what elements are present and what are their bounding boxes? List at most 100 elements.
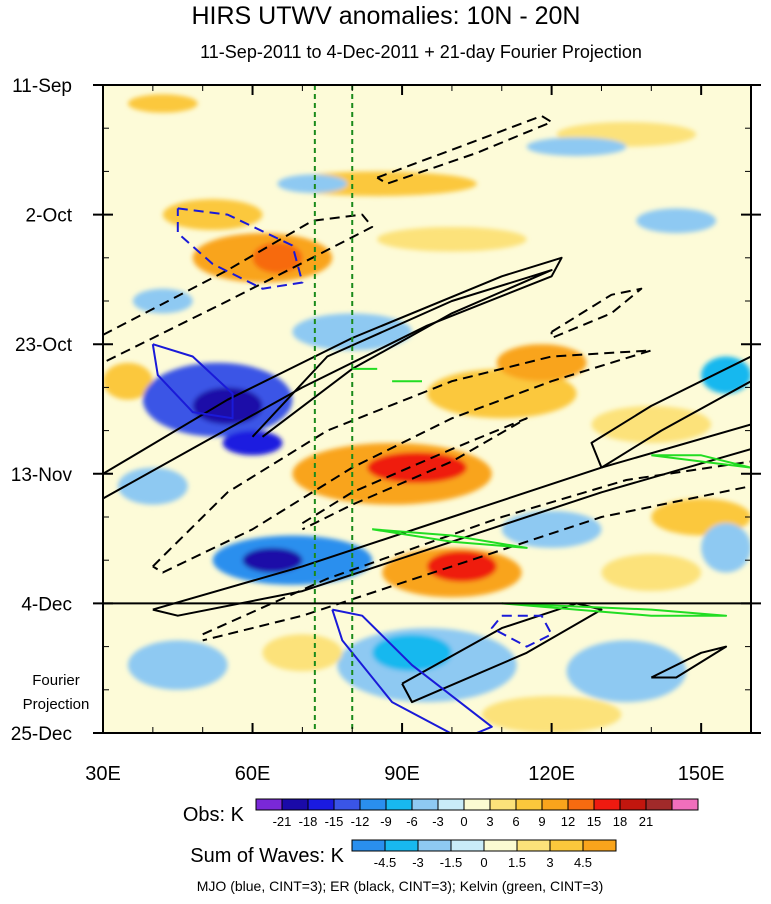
- obs-colorbar-swatch-1: [281, 798, 309, 811]
- obs-colorbar-swatch-7: [437, 798, 465, 811]
- chart-title: HIRS UTWV anomalies: 10N - 20N: [191, 2, 580, 30]
- obs-colorbar-level-5: -6: [406, 814, 418, 829]
- anomaly-blob-20: [701, 356, 751, 394]
- waves-colorbar-level-1: -3: [412, 855, 424, 870]
- obs-colorbar-level-6: -3: [432, 814, 444, 829]
- reference-lines: [313, 85, 354, 733]
- obs-colorbar-level-10: 9: [538, 814, 545, 829]
- waves-colorbar-swatch-4: [483, 839, 518, 852]
- obs-colorbar-swatch-2: [307, 798, 335, 811]
- chart-subtitle: 11-Sep-2011 to 4-Dec-2011 + 21-day Fouri…: [200, 42, 642, 62]
- anomaly-blob-27: [701, 523, 751, 573]
- anomaly-blob-7: [103, 362, 153, 400]
- obs-colorbar-level-9: 6: [512, 814, 519, 829]
- obs-colorbar-label: Obs: K: [183, 804, 245, 826]
- obs-colorbar-level-13: 18: [613, 814, 627, 829]
- waves-colorbar-swatch-6: [549, 839, 584, 852]
- obs-colorbar-swatch-4: [359, 798, 387, 811]
- anomaly-blob-17: [496, 344, 587, 382]
- obs-colorbar-level-12: 15: [587, 814, 601, 829]
- anomaly-blob-1: [252, 242, 303, 274]
- anomaly-blob-16: [427, 368, 577, 419]
- er-contour-9: [401, 602, 603, 704]
- obs-colorbar-level-2: -15: [325, 814, 344, 829]
- mjo-contour-14: [151, 343, 234, 420]
- mjo-contour-15: [331, 608, 493, 733]
- y-tick-label-3: 13-Nov: [11, 465, 73, 486]
- waves-colorbar-level-0: -4.5: [374, 855, 396, 870]
- er-contour-3: [152, 349, 653, 574]
- kelvin-contour-18: [501, 602, 728, 617]
- waves-colorbar-level-6: 4.5: [574, 855, 592, 870]
- obs-colorbar-swatch-15: [645, 798, 673, 811]
- obs-colorbar-swatch-6: [411, 798, 439, 811]
- obs-colorbar-swatch-13: [593, 798, 621, 811]
- obs-colorbar-swatch-3: [333, 798, 361, 811]
- y-tick-label-5: 25-Dec: [11, 724, 72, 745]
- mjo-contour-13: [490, 614, 553, 648]
- obs-colorbar-swatch-8: [463, 798, 491, 811]
- anomaly-blob-29: [372, 634, 452, 672]
- anomaly-blob-13: [636, 208, 717, 234]
- projection-label-line1: Fourier: [32, 672, 80, 689]
- obs-colorbar-swatch-14: [619, 798, 647, 811]
- anomaly-blob-24: [427, 550, 497, 582]
- anomaly-blob-18: [591, 405, 712, 443]
- plot-frame: [102, 84, 752, 734]
- mjo-contour-12: [176, 207, 304, 290]
- x-tick-label-1: 60E: [235, 763, 271, 785]
- waves-colorbar-level-5: 3: [546, 855, 553, 870]
- y-tick-label-0: 11-Sep: [12, 76, 72, 97]
- anomaly-blob-30: [127, 640, 228, 690]
- obs-colorbar: -21 -18 -15 -12 -9 -6 -3 0 3 6 9 12 15 18 21: [255, 798, 699, 829]
- projection-label-line2: Projection: [23, 696, 90, 713]
- waves-colorbar-swatch-0: [351, 839, 386, 852]
- y-tick-label-1: 2-Oct: [26, 206, 73, 227]
- waves-colorbar-level-4: 1.5: [508, 855, 526, 870]
- kelvin-contour-16: [651, 454, 751, 469]
- anomaly-blob-35: [117, 467, 188, 505]
- y-tick-label-4: 4-Dec: [21, 594, 72, 615]
- x-tick-label-0: 30E: [85, 763, 121, 785]
- anomaly-blob-11: [277, 174, 348, 193]
- waves-colorbar-level-3: 0: [480, 855, 487, 870]
- er-contour-10: [590, 355, 751, 469]
- anomaly-blob-9: [192, 387, 263, 425]
- x-tick-label-2: 90E: [384, 763, 420, 785]
- waves-colorbar-label: Sum of Waves: K: [190, 845, 344, 867]
- x-tick-label-4: 150E: [678, 763, 725, 785]
- obs-colorbar-level-0: -21: [273, 814, 292, 829]
- x-axis: 30E 60E 90E 120E 150E: [85, 85, 752, 785]
- anomaly-blob-10: [222, 430, 283, 456]
- waves-colorbar-swatch-2: [417, 839, 452, 852]
- waves-colorbar-swatch-5: [516, 839, 551, 852]
- anomaly-blob-15: [367, 452, 467, 484]
- anomaly-blob-12: [526, 137, 627, 156]
- x-tick-label-3: 120E: [528, 763, 575, 785]
- y-tick-label-2: 23-Oct: [15, 335, 73, 356]
- anomaly-blob-31: [566, 640, 687, 703]
- obs-colorbar-level-4: -9: [380, 814, 392, 829]
- anomaly-blob-33: [481, 695, 622, 733]
- anomaly-blob-25: [501, 510, 602, 548]
- obs-colorbar-level-14: 21: [639, 814, 653, 829]
- obs-colorbar-swatch-0: [255, 798, 283, 811]
- er-contour-4: [202, 460, 751, 642]
- anomaly-blob-4: [127, 94, 198, 113]
- er-contour-11: [650, 645, 728, 679]
- er-contour-2: [550, 287, 643, 339]
- obs-colorbar-level-8: 3: [486, 814, 493, 829]
- wave-contours: [103, 114, 751, 733]
- obs-colorbar-level-7: 0: [460, 814, 467, 829]
- anomaly-field: [103, 94, 751, 733]
- obs-colorbar-swatch-9: [489, 798, 517, 811]
- anomaly-blob-32: [262, 634, 343, 672]
- obs-colorbar-swatch-12: [567, 798, 595, 811]
- anomaly-blob-2: [162, 199, 263, 231]
- waves-colorbar-level-2: -1.5: [440, 855, 462, 870]
- anomaly-blob-34: [132, 288, 193, 314]
- obs-colorbar-level-1: -18: [299, 814, 318, 829]
- waves-colorbar-swatch-3: [450, 839, 485, 852]
